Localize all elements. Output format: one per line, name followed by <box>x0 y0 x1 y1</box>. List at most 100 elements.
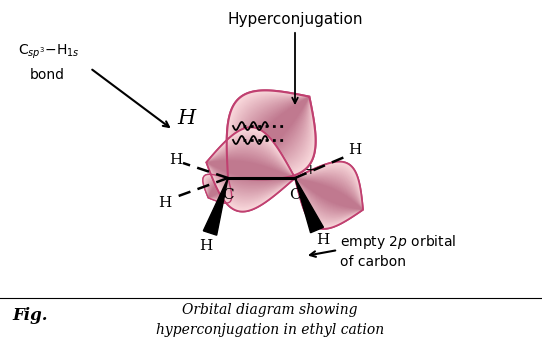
Polygon shape <box>208 178 228 198</box>
Polygon shape <box>207 151 295 188</box>
Polygon shape <box>203 178 228 235</box>
Polygon shape <box>207 160 295 179</box>
Polygon shape <box>207 159 295 180</box>
Polygon shape <box>295 176 363 214</box>
Polygon shape <box>228 97 309 178</box>
Text: Orbital diagram showing: Orbital diagram showing <box>182 303 358 317</box>
Polygon shape <box>208 178 228 198</box>
Polygon shape <box>295 178 363 210</box>
Text: +: + <box>304 163 316 177</box>
Text: C: C <box>222 188 234 202</box>
Polygon shape <box>207 177 229 200</box>
Polygon shape <box>207 178 228 199</box>
Text: H: H <box>317 233 330 247</box>
Polygon shape <box>207 141 295 197</box>
Polygon shape <box>204 175 231 203</box>
Polygon shape <box>208 178 228 198</box>
Polygon shape <box>205 177 229 200</box>
Polygon shape <box>203 174 231 203</box>
Text: hyperconjugation in ethyl cation: hyperconjugation in ethyl cation <box>156 323 384 337</box>
Polygon shape <box>208 178 228 198</box>
Polygon shape <box>207 146 295 193</box>
Text: $\mathregular{C}_{\mathit{sp}^3}$$-$$\mathregular{H}_{\mathit{1s}}$: $\mathregular{C}_{\mathit{sp}^3}$$-$$\ma… <box>18 43 80 61</box>
Polygon shape <box>295 173 363 217</box>
Polygon shape <box>295 178 363 210</box>
Polygon shape <box>205 176 230 201</box>
Polygon shape <box>207 155 295 184</box>
Polygon shape <box>207 129 295 210</box>
Polygon shape <box>207 127 295 211</box>
Polygon shape <box>228 93 313 178</box>
Polygon shape <box>208 178 228 198</box>
Polygon shape <box>295 162 363 229</box>
Polygon shape <box>207 144 295 195</box>
Polygon shape <box>208 178 228 198</box>
Polygon shape <box>228 97 309 178</box>
Polygon shape <box>228 94 312 178</box>
Polygon shape <box>205 176 230 201</box>
Polygon shape <box>207 131 295 208</box>
Polygon shape <box>228 97 309 178</box>
Polygon shape <box>228 94 312 178</box>
Polygon shape <box>295 178 363 210</box>
Polygon shape <box>203 175 231 203</box>
Polygon shape <box>228 97 309 178</box>
Polygon shape <box>208 178 228 198</box>
Polygon shape <box>207 150 295 189</box>
Polygon shape <box>207 135 295 205</box>
Polygon shape <box>227 90 315 179</box>
Polygon shape <box>228 97 309 178</box>
Polygon shape <box>295 174 363 216</box>
Polygon shape <box>295 178 363 212</box>
Text: H: H <box>349 143 362 157</box>
Text: H: H <box>177 108 195 128</box>
Polygon shape <box>228 97 309 178</box>
Polygon shape <box>207 127 295 211</box>
Polygon shape <box>295 166 363 225</box>
Polygon shape <box>228 92 313 178</box>
Polygon shape <box>228 97 309 178</box>
Polygon shape <box>207 152 295 187</box>
Text: empty $2\mathit{p}$ orbital: empty $2\mathit{p}$ orbital <box>340 233 456 251</box>
Polygon shape <box>228 97 309 178</box>
Polygon shape <box>295 177 363 213</box>
Polygon shape <box>207 153 295 186</box>
Polygon shape <box>208 178 228 198</box>
Polygon shape <box>207 178 228 199</box>
Polygon shape <box>228 97 309 178</box>
Polygon shape <box>208 178 228 198</box>
Polygon shape <box>228 97 309 178</box>
Polygon shape <box>207 136 295 203</box>
Polygon shape <box>295 162 363 229</box>
Polygon shape <box>295 162 363 228</box>
Polygon shape <box>228 97 309 178</box>
Polygon shape <box>204 176 230 202</box>
Polygon shape <box>228 97 309 178</box>
Polygon shape <box>295 167 363 224</box>
Text: H: H <box>169 153 183 167</box>
Polygon shape <box>295 175 363 216</box>
Polygon shape <box>204 176 230 201</box>
Polygon shape <box>207 147 295 192</box>
Polygon shape <box>207 133 295 206</box>
Polygon shape <box>295 164 363 227</box>
Polygon shape <box>207 139 295 200</box>
Polygon shape <box>207 158 295 181</box>
Polygon shape <box>295 165 363 225</box>
Polygon shape <box>228 97 309 178</box>
Polygon shape <box>295 178 363 210</box>
Polygon shape <box>206 177 229 200</box>
Polygon shape <box>227 90 315 179</box>
Polygon shape <box>203 174 231 203</box>
Text: Fig.: Fig. <box>12 306 48 324</box>
Polygon shape <box>208 178 228 199</box>
Polygon shape <box>228 96 310 178</box>
Polygon shape <box>228 97 309 178</box>
Polygon shape <box>207 178 228 199</box>
Polygon shape <box>295 164 363 226</box>
Polygon shape <box>208 178 228 198</box>
Polygon shape <box>295 178 363 210</box>
Polygon shape <box>228 97 309 178</box>
Polygon shape <box>228 97 309 178</box>
Polygon shape <box>295 168 363 222</box>
